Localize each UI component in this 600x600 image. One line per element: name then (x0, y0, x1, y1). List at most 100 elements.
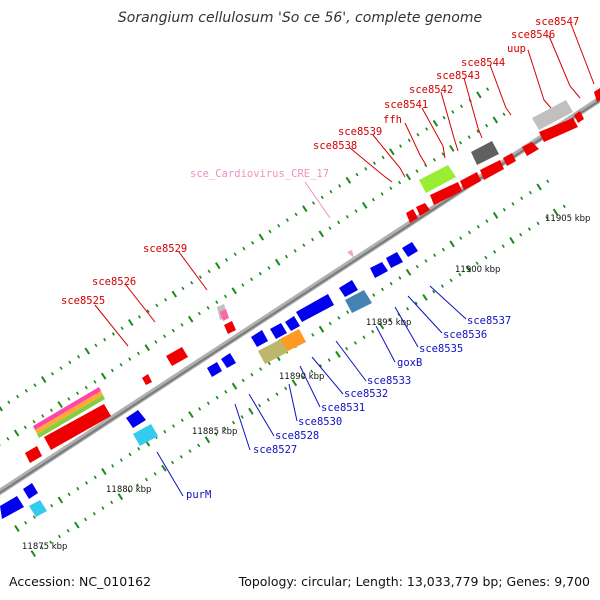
gene-sce8544-arrow[interactable] (522, 142, 539, 156)
gene-sce8535-arrow[interactable] (339, 280, 358, 297)
gene-sce8527-arrow[interactable] (221, 353, 236, 368)
gene-rrna-stripe-pink[interactable] (33, 387, 101, 430)
label-sce8543[interactable]: sce8543 (436, 70, 480, 82)
gene-uup-rrna[interactable] (532, 100, 573, 130)
tick-mark (346, 310, 350, 314)
gene-small-red-left[interactable] (25, 446, 42, 463)
tick-mark (458, 140, 463, 145)
label-sce8547[interactable]: sce8547 (535, 16, 579, 28)
gene-sce8529-arrow[interactable] (224, 321, 236, 334)
gene-red-large-arrow[interactable] (44, 404, 111, 450)
kbp-label-11905: 11905 kbp (545, 214, 590, 224)
label-sce8542[interactable]: sce8542 (409, 84, 453, 96)
gene-sce8538-arrow[interactable] (406, 209, 418, 223)
label-sce8546[interactable]: sce8546 (511, 29, 555, 41)
gene-purM-box[interactable] (133, 424, 158, 446)
gene-sce8532-arrow[interactable] (285, 316, 300, 331)
gene-sce8531-arrow[interactable] (270, 323, 287, 339)
gene-rrna-stripe-orange[interactable] (35, 391, 103, 434)
tick-mark (433, 253, 437, 258)
gene-blue-left-2[interactable] (0, 496, 24, 519)
tick-mark (372, 161, 376, 165)
gene-goxB-box[interactable] (345, 290, 372, 313)
tick-mark (337, 220, 341, 225)
tick-mark (364, 167, 368, 171)
label-goxB[interactable]: goxB (397, 357, 422, 369)
tick-mark (501, 244, 505, 248)
tick-mark (240, 415, 244, 419)
gene-sce8537-arrow[interactable] (386, 252, 403, 268)
tick-mark (441, 152, 445, 156)
tick-mark (520, 196, 524, 201)
gene-sce8547-arrow[interactable] (594, 88, 600, 102)
label-sce8544[interactable]: sce8544 (461, 57, 505, 69)
tick-mark (224, 390, 228, 394)
tick-mark (407, 138, 411, 143)
tick-mark (268, 229, 272, 234)
label-sce8541[interactable]: sce8541 (384, 99, 428, 111)
label-sce8525[interactable]: sce8525 (61, 295, 105, 307)
label-sce8537[interactable]: sce8537 (467, 315, 511, 327)
tick-mark (536, 183, 542, 191)
tick-mark (198, 275, 202, 279)
label-sce8531[interactable]: sce8531 (321, 402, 365, 414)
gene-cyan-left[interactable] (29, 500, 47, 517)
gene-ffh-arrow[interactable] (430, 182, 462, 205)
label-sce8535[interactable]: sce8535 (419, 343, 463, 355)
label-ffh[interactable]: ffh (383, 114, 402, 126)
gene-sce8543-arrow[interactable] (503, 153, 516, 166)
label-purM[interactable]: purM (186, 489, 211, 501)
label-cre[interactable]: sce_Cardiovirus_CRE_17 (190, 168, 329, 180)
gene-sce8541-arrow[interactable] (460, 172, 481, 190)
gene-sce8542-box[interactable] (471, 141, 499, 165)
gene-sce8525-arrow[interactable] (142, 374, 152, 385)
tick-mark (381, 155, 385, 160)
tick-mark (68, 360, 72, 365)
label-sce8539[interactable]: sce8539 (338, 126, 382, 138)
gene-rrna-stripe-green[interactable] (37, 395, 105, 438)
gene-uup-arrow[interactable] (539, 118, 578, 142)
gene-blue-3[interactable] (207, 362, 222, 377)
tick-mark (528, 190, 532, 195)
label-sce8530[interactable]: sce8530 (298, 416, 342, 428)
tick-mark (267, 266, 271, 270)
tick-mark (127, 319, 134, 327)
gene-sce8542-arrow[interactable] (480, 160, 504, 180)
label-sce8528[interactable]: sce8528 (275, 430, 319, 442)
gene-sce8528-box[interactable] (258, 339, 288, 364)
gene-sce8546-arrow[interactable] (574, 111, 584, 123)
label-sce8526[interactable]: sce8526 (92, 276, 136, 288)
tick-mark (311, 333, 315, 337)
kbp-label-11885: 11885 kbp (192, 427, 237, 437)
tick-mark (509, 236, 515, 244)
tick-mark (40, 376, 47, 383)
gene-purM-arrow[interactable] (126, 410, 146, 428)
gene-sce8529-box-2[interactable] (220, 309, 229, 321)
label-sce8533[interactable]: sce8533 (367, 375, 411, 387)
gene-blue-2[interactable] (251, 330, 268, 347)
gene-sce8533-arrow[interactable] (296, 294, 334, 322)
tick-mark (293, 249, 297, 253)
label-uup[interactable]: uup (507, 43, 526, 55)
tick-mark (345, 176, 352, 184)
tick-mark (406, 306, 410, 311)
label-sce8532[interactable]: sce8532 (344, 388, 388, 400)
gene-sce8536-arrow[interactable] (370, 262, 388, 278)
kbp-label-11900: 11900 kbp (455, 265, 500, 275)
label-sce8538[interactable]: sce8538 (313, 140, 357, 152)
label-sce8529[interactable]: sce8529 (143, 243, 187, 255)
gene-blue-1[interactable] (402, 242, 418, 257)
tick-mark (100, 372, 107, 380)
gene-blue-left[interactable] (23, 483, 38, 499)
gene-cre-arrow[interactable] (347, 250, 354, 258)
gene-sce8539-arrow[interactable] (416, 203, 430, 216)
tick-mark (197, 311, 201, 316)
gene-ffh-box[interactable] (419, 165, 456, 193)
tick-mark (110, 368, 114, 373)
tick-mark (76, 486, 80, 491)
gene-sce8526-arrow[interactable] (166, 347, 188, 366)
label-sce8527[interactable]: sce8527 (253, 444, 297, 456)
label-sce8536[interactable]: sce8536 (443, 329, 487, 341)
tick-mark (23, 425, 27, 430)
